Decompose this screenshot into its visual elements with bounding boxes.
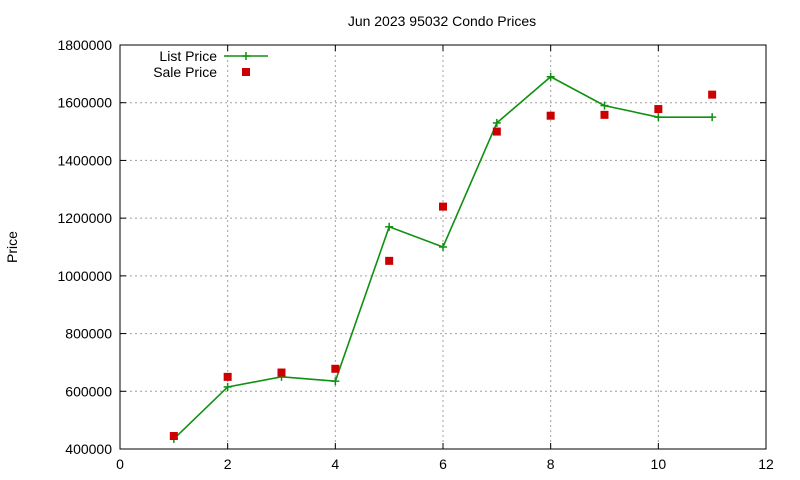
data-point [654, 113, 663, 122]
data-point [331, 377, 340, 386]
data-point [439, 202, 447, 211]
data-point [708, 113, 717, 122]
y-axis-label: Price [4, 231, 20, 263]
legend-marker [242, 68, 250, 76]
x-tick-label: 6 [439, 456, 447, 472]
data-point [439, 243, 447, 251]
series [169, 72, 717, 443]
data-point [385, 256, 394, 265]
y-tick-label: 1200000 [57, 210, 112, 226]
y-tick-label: 600000 [65, 383, 112, 399]
plot-frame [119, 44, 767, 450]
x-tick-label: 0 [116, 456, 124, 472]
data-point [708, 90, 717, 99]
data-point [223, 372, 232, 381]
legend-label: Sale Price [153, 64, 217, 80]
y-tick-label: 400000 [65, 441, 112, 457]
x-tick-label: 4 [331, 456, 339, 472]
y-tick-label: 800000 [65, 326, 112, 342]
x-tick-label: 12 [758, 456, 774, 472]
data-point [385, 222, 394, 231]
x-tick-label: 2 [224, 456, 232, 472]
series-list-price [169, 72, 717, 443]
x-tick-label: 8 [547, 456, 555, 472]
data-point [331, 364, 340, 373]
data-point [546, 111, 555, 120]
data-point [600, 110, 609, 119]
legend-marker [242, 52, 250, 60]
y-tick-label: 1600000 [57, 95, 112, 111]
y-tick-label: 1000000 [57, 268, 112, 284]
data-point [654, 105, 663, 114]
y-tick-label: 1800000 [57, 37, 112, 53]
data-point [492, 127, 501, 136]
data-point [492, 118, 501, 127]
legend-label: List Price [159, 48, 217, 64]
chart-title: Jun 2023 95032 Condo Prices [348, 13, 536, 29]
data-point [600, 101, 609, 110]
data-point [169, 432, 178, 441]
data-point [277, 368, 286, 377]
y-tick-label: 1400000 [57, 152, 112, 168]
data-point [546, 72, 555, 81]
data-point [223, 382, 232, 391]
x-tick-label: 10 [651, 456, 667, 472]
series-sale-price [169, 90, 717, 441]
